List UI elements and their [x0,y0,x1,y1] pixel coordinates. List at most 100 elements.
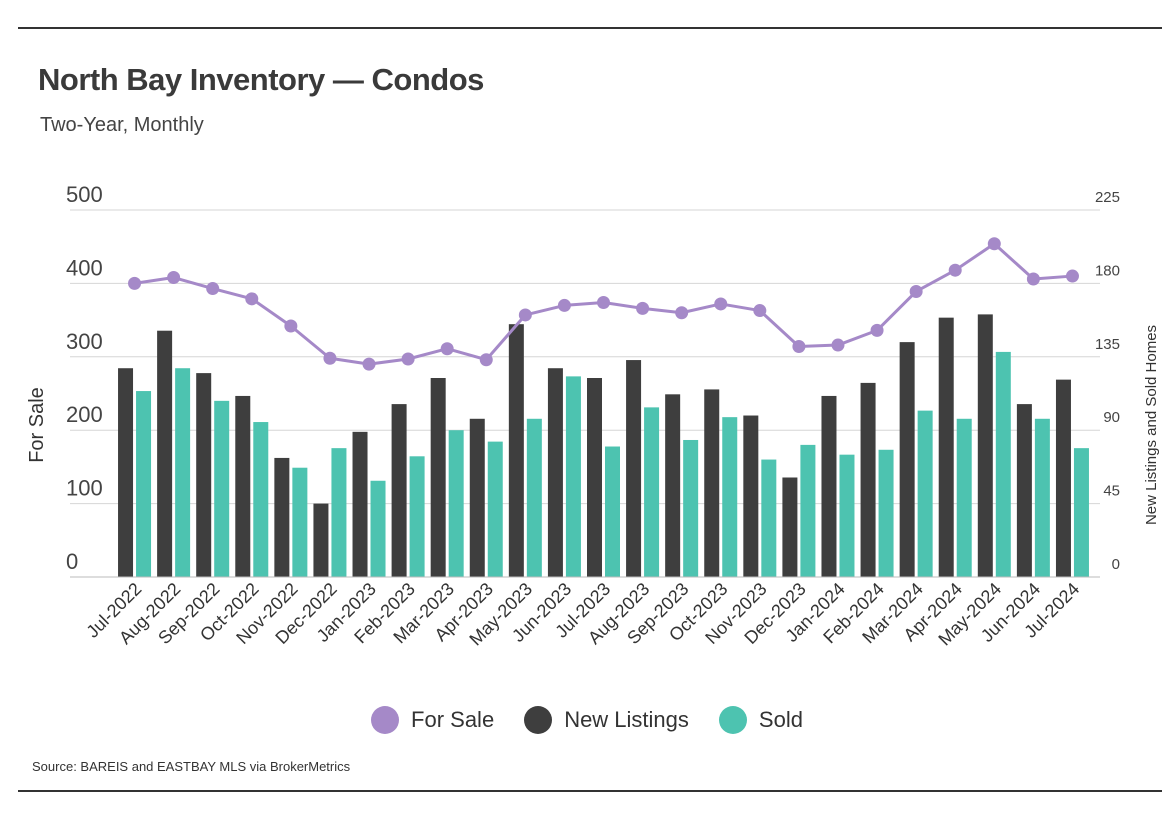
bar-sold [995,351,1011,577]
bar-sold [917,410,933,577]
y2-tick-label: 225 [1095,189,1120,206]
bar-new-listings [274,457,290,577]
bar-new-listings [821,395,837,577]
for-sale-point [440,342,454,356]
bar-new-listings [391,404,407,577]
for-sale-point [636,301,650,315]
source-note: Source: BAREIS and EASTBAY MLS via Broke… [32,759,351,774]
y2-tick-label: 90 [1103,409,1120,426]
bar-new-listings [977,314,993,577]
bar-sold [409,456,425,577]
top-rule [18,27,1162,29]
for-sale-point [675,306,689,320]
bar-sold [253,422,269,577]
bar-sold [605,446,620,577]
bar-new-listings [313,503,329,577]
bar-new-listings [196,373,212,577]
for-sale-point [597,295,610,309]
for-sale-point [1065,269,1079,283]
bar-sold [800,444,816,577]
legend-item-new-listings: New Listings [524,706,689,734]
y-tick-label: 200 [66,402,103,427]
for-sale-point [206,282,220,296]
bar-sold [565,376,581,577]
bar-sold [214,400,230,577]
y2-axis-title: New Listings and Sold Homes [1143,325,1160,525]
legend-swatch-new-listings [524,706,553,734]
for-sale-point [518,308,532,322]
for-sale-point [401,352,415,366]
bar-sold [175,368,191,577]
bar-new-listings [704,389,720,577]
y2-tick-label: 0 [1112,556,1120,573]
bar-new-listings [743,415,759,577]
bar-new-listings [1016,404,1032,577]
for-sale-point [870,323,884,337]
y-tick-label: 0 [66,549,78,574]
bar-sold [526,418,542,577]
bar-sold [761,459,777,577]
bottom-rule [18,790,1162,792]
bar-sold [1034,418,1050,577]
bar-new-listings [508,324,524,577]
legend-label-sold: Sold [758,707,803,732]
y2-tick-label: 180 [1095,262,1120,279]
for-sale-point [987,237,1001,251]
combo-chart: 0 100 200 300 400 500 0 45 90 135 180 225 For Sale Ne… [26,182,1160,649]
bar-new-listings [938,317,954,577]
bar-new-listings [665,394,681,577]
bar-sold [683,439,699,577]
for-sale-point [479,353,493,367]
bar-sold [878,449,894,577]
for-sale-point [362,357,376,371]
for-sale-point [167,271,181,285]
bar-new-listings [1055,379,1071,577]
chart-title: North Bay Inventory — Condos [38,62,484,97]
bar-new-listings [547,368,563,577]
for-sale-point [245,292,259,306]
for-sale-point [948,263,962,277]
legend-swatch-for-sale [371,706,400,734]
bar-sold [487,441,503,577]
y-tick-label: 400 [66,255,103,280]
legend-label-for-sale: For Sale [411,707,495,732]
bar-sold [956,418,972,577]
bar-sold [448,430,464,577]
chart-subtitle: Two-Year, Monthly [40,114,204,136]
y-tick-label: 500 [66,182,103,207]
bar-sold [292,467,308,577]
bar-sold [1073,448,1089,577]
for-sale-point [753,304,767,318]
bar-new-listings [157,330,173,577]
for-sale-point [714,297,728,311]
bar-sold [136,391,152,577]
for-sale-point [284,319,298,333]
for-sale-point [909,284,923,298]
for-sale-point [557,298,571,312]
bar-new-listings [587,378,602,577]
for-sale-point [323,351,337,365]
legend-label-new-listings: New Listings [564,707,689,732]
for-sale-point [792,340,806,354]
for-sale-point [128,276,142,290]
legend-item-sold: Sold [718,706,803,734]
legend-item-for-sale: For Sale [371,706,494,734]
y-tick-label: 100 [66,476,103,501]
bar-new-listings [430,378,446,577]
bar-new-listings [352,431,368,577]
bar-new-listings [469,418,485,577]
bar-new-listings [899,342,915,577]
y2-tick-label: 45 [1103,483,1120,500]
bar-sold [722,417,738,577]
for-sale-point [1026,272,1040,286]
bar-sold [370,480,386,577]
chart-legend: For Sale New Listings Sold [0,706,1174,734]
y-tick-label: 300 [66,329,103,354]
y-axis-title: For Sale [26,387,48,463]
bar-sold [839,454,855,577]
bar-sold [644,407,660,577]
legend-swatch-sold [718,706,747,734]
bar-new-listings [782,477,798,577]
y2-tick-label: 135 [1095,336,1120,353]
bar-new-listings [626,360,642,577]
